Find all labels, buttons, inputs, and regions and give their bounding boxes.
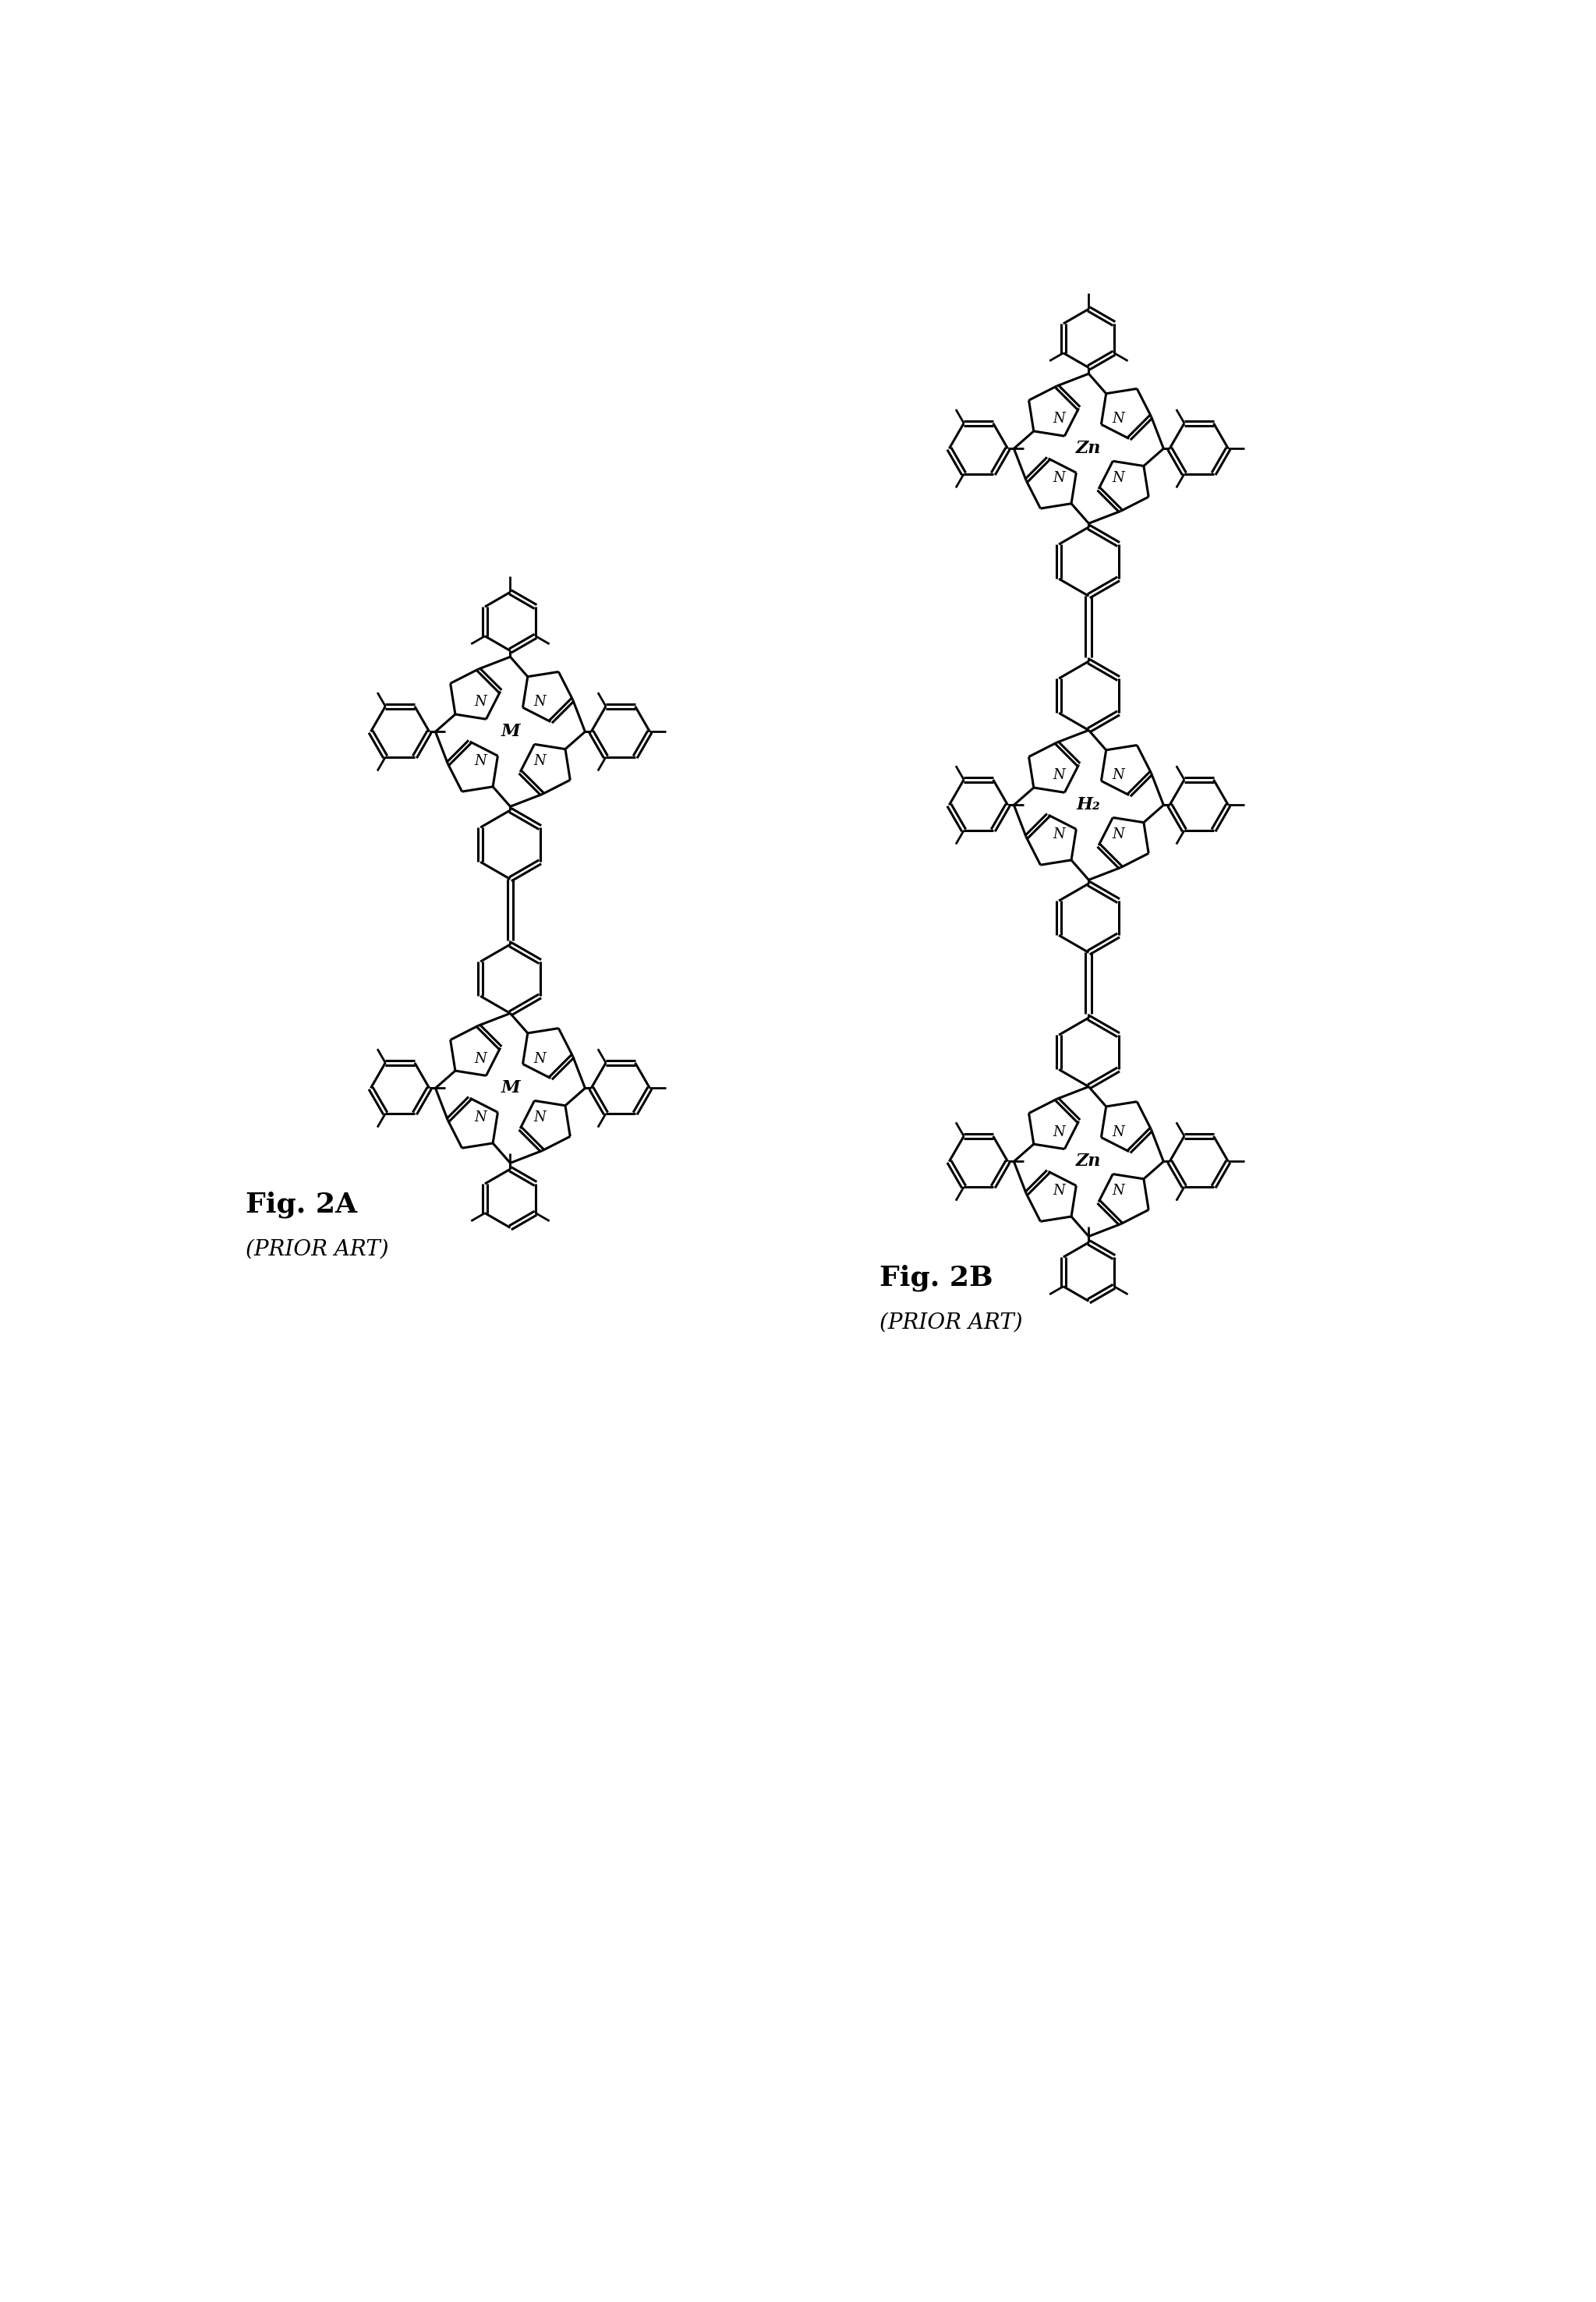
- Text: Zn: Zn: [1076, 440, 1101, 458]
- Text: N: N: [1053, 1183, 1065, 1197]
- Text: N: N: [1112, 412, 1125, 426]
- Text: N: N: [1053, 412, 1065, 426]
- Text: N: N: [1053, 1126, 1065, 1139]
- Text: N: N: [474, 1052, 487, 1066]
- Text: N: N: [1053, 472, 1065, 486]
- Text: Fig. 2B: Fig. 2B: [879, 1264, 993, 1291]
- Text: Zn: Zn: [1076, 1153, 1101, 1169]
- Text: N: N: [1112, 829, 1125, 843]
- Text: N: N: [474, 755, 487, 769]
- Text: N: N: [1053, 769, 1065, 783]
- Text: (PRIOR ART): (PRIOR ART): [246, 1238, 389, 1259]
- Text: (PRIOR ART): (PRIOR ART): [879, 1312, 1023, 1333]
- Text: N: N: [1112, 472, 1125, 486]
- Text: N: N: [474, 1110, 487, 1126]
- Text: M: M: [501, 1080, 520, 1096]
- Text: N: N: [1112, 1183, 1125, 1197]
- Text: N: N: [1112, 769, 1125, 783]
- Text: N: N: [533, 1052, 546, 1066]
- Text: N: N: [533, 695, 546, 709]
- Text: N: N: [1053, 829, 1065, 843]
- Text: N: N: [533, 1110, 546, 1126]
- Text: N: N: [1112, 1126, 1125, 1139]
- Text: N: N: [533, 755, 546, 769]
- Text: H₂: H₂: [1077, 796, 1101, 813]
- Text: N: N: [474, 695, 487, 709]
- Text: M: M: [501, 723, 520, 741]
- Text: Fig. 2A: Fig. 2A: [246, 1190, 358, 1218]
